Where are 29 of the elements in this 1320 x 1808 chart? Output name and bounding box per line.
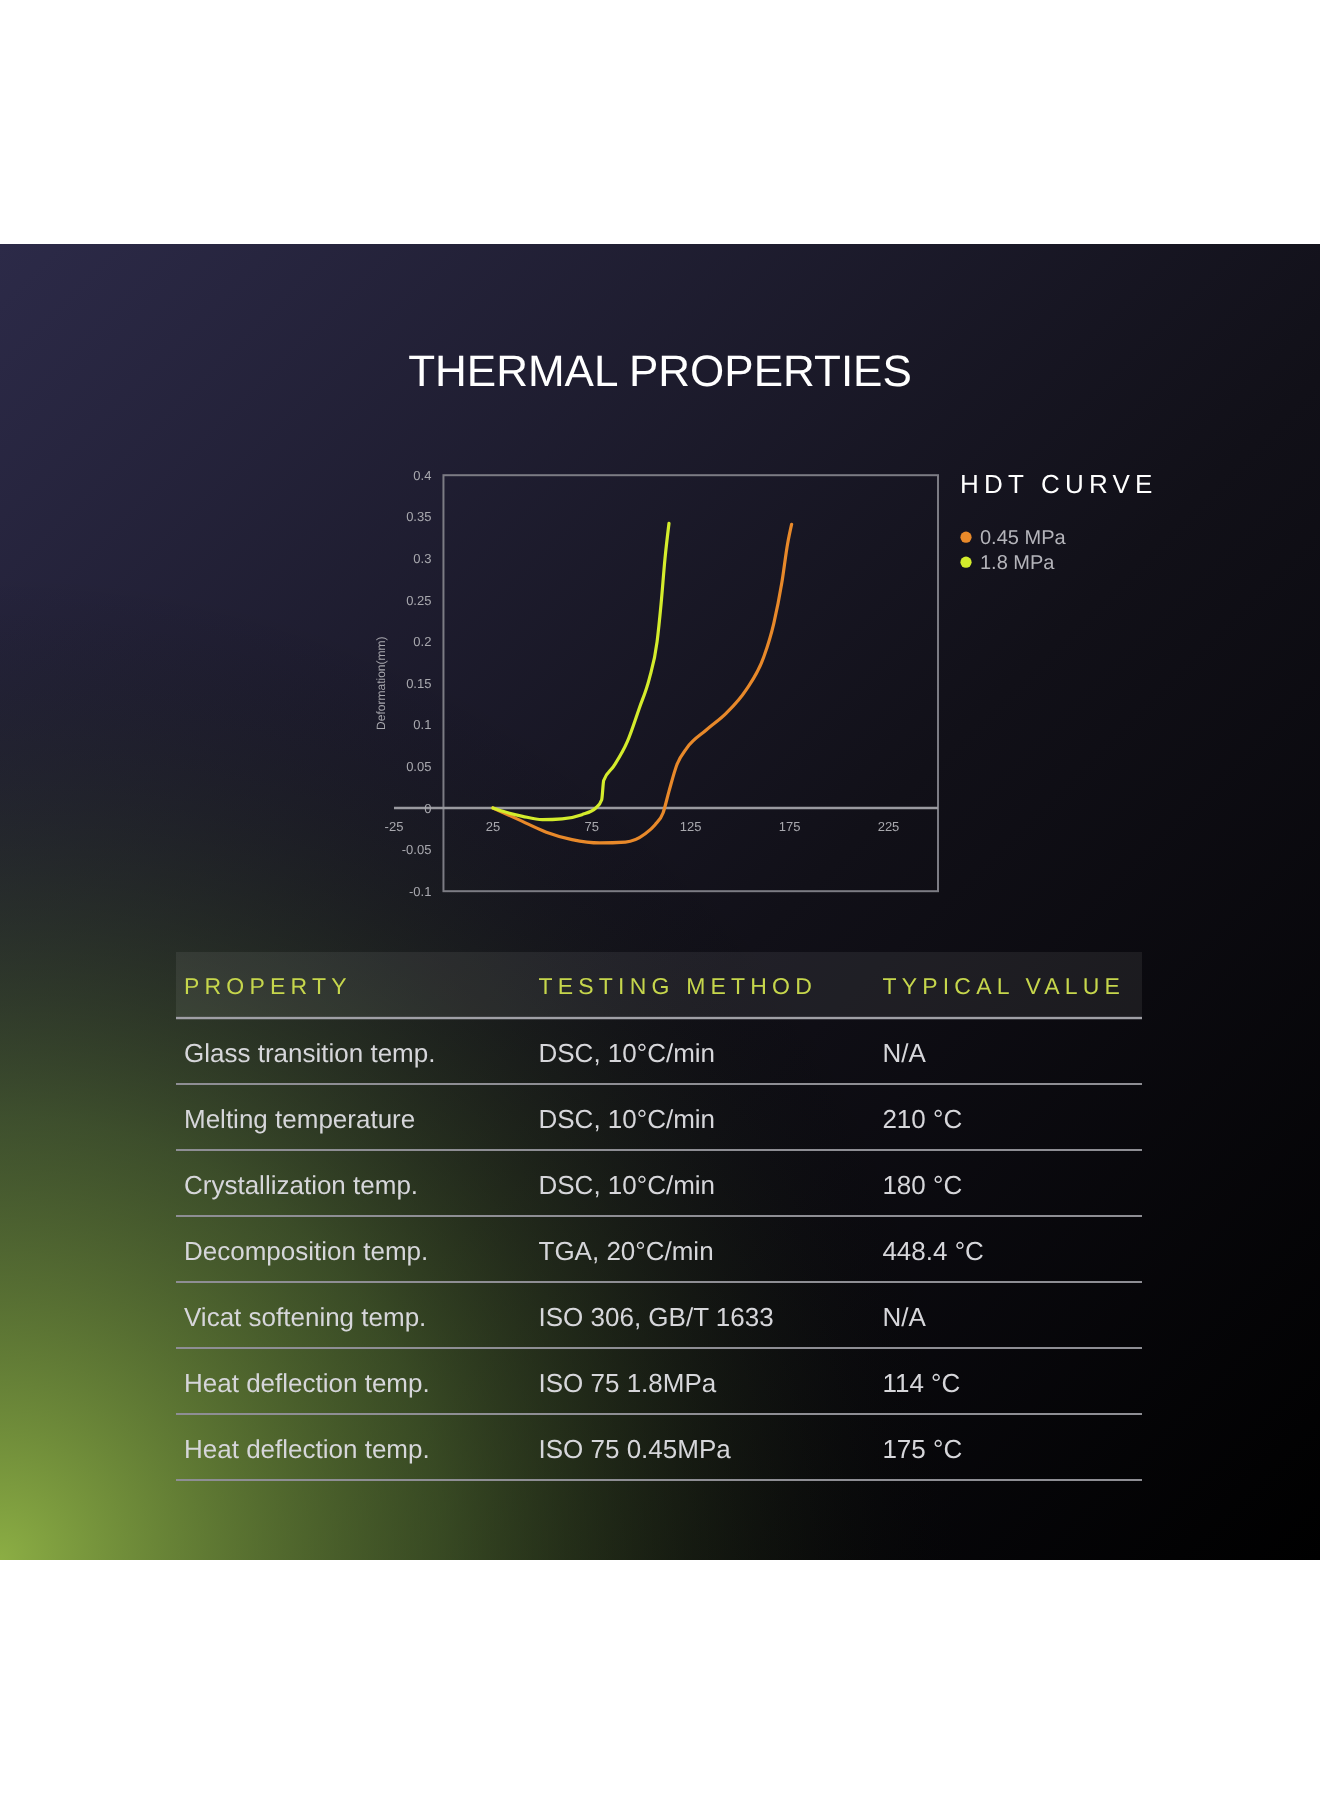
text: Heat deflection temp. [184, 1368, 430, 1399]
text: Melting temperature [184, 1104, 416, 1135]
text: ISO 306, GB/T 1633 [538, 1302, 774, 1333]
text: 210 °C [882, 1104, 963, 1135]
category-label: TYPICAL VALUE [882, 976, 1126, 1001]
text: DSC, 10°C/min [538, 1170, 716, 1201]
text: 114 °C [882, 1368, 961, 1399]
legend-label: 0.45 MPa [980, 528, 1067, 551]
text: Heat deflection temp. [184, 1434, 430, 1465]
text: Decomposition temp. [184, 1236, 429, 1267]
text: N/A [882, 1038, 926, 1069]
text: ISO 75 1.8MPa [538, 1368, 717, 1399]
text: DSC, 10°C/min [538, 1104, 716, 1135]
text: N/A [882, 1302, 926, 1333]
text: Crystallization temp. [184, 1170, 419, 1201]
text: 448.4 °C [882, 1236, 984, 1267]
category-label: TESTING METHOD [538, 976, 818, 1001]
chart-title: THERMAL PROPERTIES [408, 346, 912, 396]
legend-title: HDT CURVE [960, 469, 1158, 500]
text: DSC, 10°C/min [538, 1038, 716, 1069]
text: Glass transition temp. [184, 1038, 436, 1069]
legend-label: 1.8 MPa [980, 553, 1056, 576]
text: ISO 75 0.45MPa [538, 1434, 731, 1465]
category-label: PROPERTY [184, 976, 352, 1001]
text: 175 °C [882, 1434, 963, 1465]
text: Vicat softening temp. [184, 1302, 427, 1333]
line-series [491, 521, 671, 822]
text: TGA, 20°C/min [538, 1236, 714, 1267]
text: 180 °C [882, 1170, 963, 1201]
